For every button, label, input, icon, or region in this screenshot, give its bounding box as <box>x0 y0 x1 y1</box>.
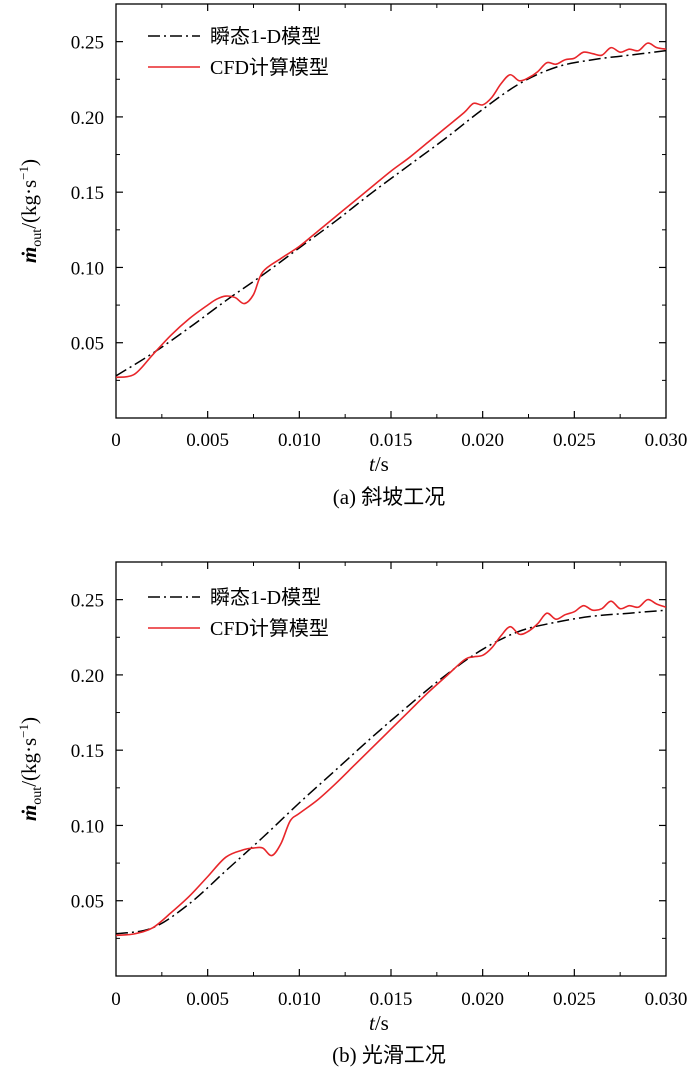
y-axis-unit: /(kg·s <box>17 180 41 229</box>
y-axis-var: ṁ <box>17 247 41 263</box>
y-axis-title: ṁout/(kg·s−1) <box>16 717 45 821</box>
x-tick-label: 0.030 <box>645 430 688 451</box>
chart-caption: (a) 斜坡工况 <box>333 485 446 509</box>
x-axis-title: t/s <box>369 452 389 476</box>
x-axis-title: t/s <box>369 1011 389 1035</box>
y-axis-var: ṁ <box>17 805 41 821</box>
chart-caption: (b) 光滑工况 <box>332 1043 446 1067</box>
plot-frame <box>115 3 667 419</box>
x-tick-label: 0.025 <box>553 430 596 451</box>
plot-frame <box>115 561 667 977</box>
y-tick-label: 0.05 <box>71 334 104 355</box>
y-tick-label: 0.15 <box>71 183 104 204</box>
legend-label: CFD计算模型 <box>210 56 329 79</box>
x-tick-label: 0.015 <box>370 989 413 1010</box>
x-axis-unit: /s <box>375 1011 389 1035</box>
x-tick-label: 0 <box>111 989 121 1010</box>
x-tick-label: 0.030 <box>645 989 688 1010</box>
series-line-cfd <box>116 42 666 379</box>
y-axis-title: ṁout/(kg·s−1) <box>16 159 45 263</box>
x-tick-label: 0.010 <box>278 430 321 451</box>
x-axis-unit: /s <box>375 452 389 476</box>
y-axis-exp: −1 <box>16 724 31 738</box>
x-axis-var: t <box>369 452 376 476</box>
y-axis-unit: /(kg·s <box>17 738 41 787</box>
x-tick-label: 0.025 <box>553 989 596 1010</box>
y-tick-label: 0.20 <box>71 108 104 129</box>
y-tick-label: 0.10 <box>71 816 104 837</box>
y-tick-label: 0.05 <box>71 892 104 913</box>
y-axis-close: ) <box>17 717 41 724</box>
x-tick-label: 0.015 <box>370 430 413 451</box>
y-axis-exp: −1 <box>16 166 31 180</box>
chart-b: 0 0.005 0.010 0.015 0.020 0.025 0.030 0.05 0.10 0… <box>16 561 688 1067</box>
x-tick-label: 0.010 <box>278 989 321 1010</box>
y-tick-label: 0.10 <box>71 258 104 279</box>
legend-label: 瞬态1-D模型 <box>210 586 321 609</box>
x-tick-label: 0.005 <box>186 989 229 1010</box>
y-axis-sub: out <box>30 787 45 805</box>
y-axis-close: ) <box>17 159 41 166</box>
series-line-1d <box>116 49 666 377</box>
legend-label: 瞬态1-D模型 <box>210 25 321 48</box>
series-line-cfd <box>116 598 666 937</box>
y-tick-label: 0.20 <box>71 666 104 687</box>
x-tick-label: 0.020 <box>461 430 504 451</box>
x-axis-var: t <box>369 1011 376 1035</box>
legend-label: CFD计算模型 <box>210 617 329 640</box>
chart-a: 0 0.005 0.010 0.015 0.020 0.025 0.030 0.05 0.10 0… <box>16 3 688 509</box>
y-tick-label: 0.15 <box>71 741 104 762</box>
y-axis-sub: out <box>30 229 45 247</box>
series-line-1d <box>116 609 666 935</box>
x-tick-label: 0 <box>111 430 121 451</box>
y-tick-label: 0.25 <box>71 33 104 54</box>
y-tick-label: 0.25 <box>71 591 104 612</box>
x-tick-label: 0.005 <box>186 430 229 451</box>
x-tick-label: 0.020 <box>461 989 504 1010</box>
